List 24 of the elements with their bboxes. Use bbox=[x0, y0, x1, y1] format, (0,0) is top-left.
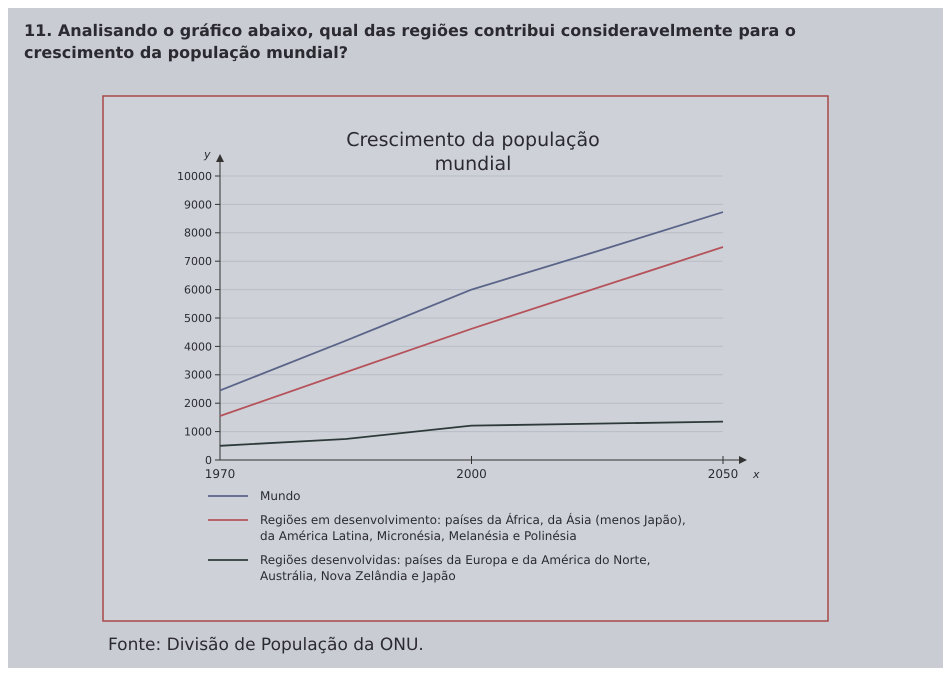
line-series bbox=[219, 211, 724, 392]
y-tick-label: 0 bbox=[205, 454, 212, 467]
line-series bbox=[219, 246, 724, 417]
y-tick-label: 3000 bbox=[184, 368, 212, 382]
x-tick-label: 1970 bbox=[204, 467, 236, 481]
y-tick-label: 7000 bbox=[184, 255, 212, 268]
source-note: Fonte: Divisão de População da ONU. bbox=[108, 635, 424, 655]
y-tick-label: 10000 bbox=[177, 170, 212, 183]
legend-label: Regiões desenvolvidas: países da Europa e da América do Norte, Austrália, Nova Zelândia e Japão bbox=[260, 553, 650, 583]
legend-label: Regiões em desenvolvimento: países da África, da Ásia (menos Japão), da América Latina, Micronésia, Melanésia e Polinésia bbox=[260, 512, 686, 543]
y-tick-label: 5000 bbox=[184, 312, 212, 325]
legend-label: Mundo bbox=[260, 489, 301, 503]
x-tick-label: 2050 bbox=[708, 467, 738, 481]
y-tick-label: 1000 bbox=[184, 425, 212, 438]
text: 11. Analisando o gráfico abaixo, qual das regiões contribui consideravelmente para o crescimento da população mundial? bbox=[24, 21, 796, 62]
y-tick-label: 6000 bbox=[184, 283, 212, 296]
y-tick-label: 9000 bbox=[184, 198, 212, 212]
x-axis-title: x bbox=[752, 468, 760, 481]
y-tick-label: 8000 bbox=[184, 226, 212, 240]
x-tick-label: 2000 bbox=[456, 467, 487, 481]
chart-title: Crescimento da população mundial bbox=[346, 129, 600, 175]
y-tick-label: 2000 bbox=[184, 397, 212, 410]
y-tick-label: 4000 bbox=[184, 340, 212, 354]
y-axis-title: y bbox=[203, 148, 211, 161]
